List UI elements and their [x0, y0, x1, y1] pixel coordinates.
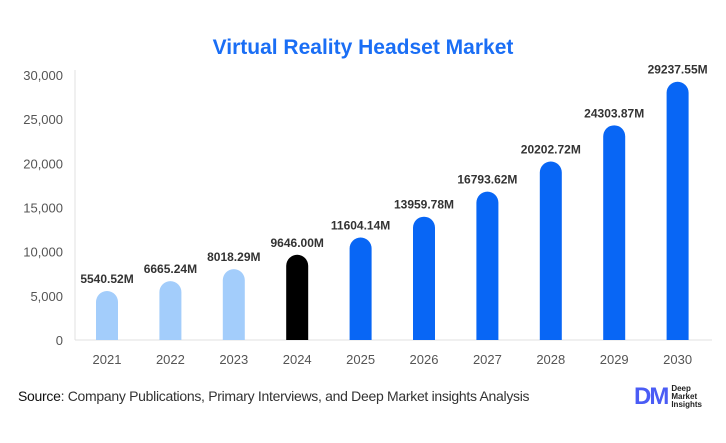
data-label: 29237.55M: [648, 63, 708, 77]
bar-2027: [476, 191, 499, 340]
x-tick-label: 2021: [93, 352, 122, 367]
data-label: 9646.00M: [271, 236, 324, 250]
bar-2021: [96, 291, 118, 340]
bar-2026: [413, 216, 435, 340]
data-label: 16793.62M: [457, 173, 517, 187]
data-label: 24303.87M: [584, 106, 644, 120]
logo: DM Deep Market Insights: [634, 383, 702, 411]
chart-title: Virtual Reality Headset Market: [212, 36, 514, 59]
x-tick-label: 2026: [410, 352, 439, 367]
x-tick-label: 2024: [283, 352, 312, 367]
y-tick-label: 30,000: [23, 68, 63, 83]
y-tick-label: 5,000: [30, 289, 63, 304]
y-tick-label: 15,000: [23, 201, 63, 216]
bar-2030: [666, 81, 689, 340]
logo-mark: DM: [634, 383, 669, 410]
source-label: Source: [18, 388, 61, 404]
bar-2022: [159, 281, 182, 340]
data-label: 13959.78M: [394, 198, 454, 212]
bar-2028: [539, 161, 562, 340]
x-tick-label: 2030: [663, 352, 692, 367]
data-label: 6665.24M: [144, 262, 197, 276]
bar-2025: [349, 237, 372, 340]
data-label: 8018.29M: [207, 250, 260, 264]
data-label: 5540.52M: [80, 272, 133, 286]
source-note: Source: Company Publications, Primary In…: [18, 388, 530, 404]
source-text: : Company Publications, Primary Intervie…: [60, 388, 530, 404]
bar-2029: [603, 125, 626, 340]
bar-2023: [222, 269, 245, 340]
y-tick-label: 10,000: [23, 245, 63, 260]
y-tick-label: 25,000: [23, 112, 63, 127]
x-tick-label: 2025: [346, 352, 375, 367]
x-tick-label: 2027: [473, 352, 502, 367]
y-tick-label: 0: [56, 333, 63, 348]
bar-chart: 0 5,000 10,000 15,000 20,000 25,000 30,000 5540…: [23, 63, 712, 367]
data-label: 20202.72M: [521, 143, 581, 157]
x-tick-label: 2022: [156, 352, 185, 367]
bar-2024: [286, 254, 309, 340]
logo-text: Deep Market Insights: [671, 384, 702, 409]
y-tick-label: 20,000: [23, 156, 63, 171]
x-tick-label: 2028: [536, 352, 565, 367]
x-tick-label: 2023: [219, 352, 248, 367]
data-label: 11604.14M: [331, 218, 390, 232]
x-tick-label: 2029: [600, 352, 629, 367]
